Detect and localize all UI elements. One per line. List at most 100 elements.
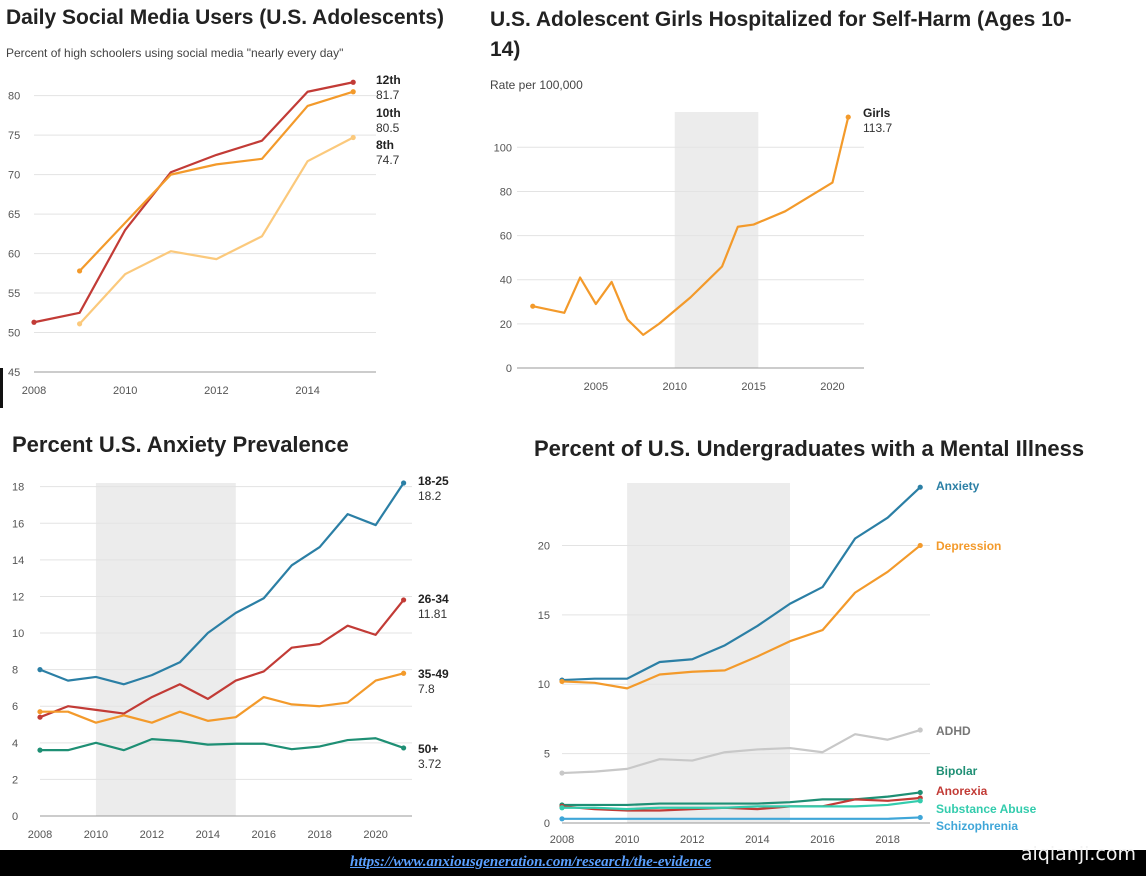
y-tick-label: 10 [538,679,550,691]
footer-bar: https://www.anxiousgeneration.com/resear… [0,850,1146,876]
y-tick-label: 45 [8,367,20,379]
x-tick-label: 2014 [295,385,319,397]
x-tick-label: 2018 [875,834,899,846]
shaded-period [674,112,759,368]
series-end-value: 74.7 [376,153,400,167]
x-tick-label: 2014 [196,829,220,841]
data-point-start [559,805,565,811]
y-tick-label: 60 [500,231,512,243]
series-end-value: 18.2 [418,489,442,503]
x-tick-label: 2012 [680,834,704,846]
series-label: 12th [376,73,401,87]
y-tick-label: 16 [12,518,24,530]
x-tick-label: 2008 [22,385,46,397]
y-tick-label: 0 [12,811,18,823]
source-link[interactable]: https://www.anxiousgeneration.com/resear… [350,854,712,870]
series-line-12th [33,81,354,324]
data-point-end [917,484,923,490]
x-tick-label: 2018 [307,829,331,841]
data-point-end [917,798,923,804]
data-point-end [917,727,923,733]
y-tick-label: 55 [8,288,20,300]
series-line-substance-abuse [562,799,921,811]
x-tick-label: 2012 [204,385,228,397]
panel-undergrad-mental-illness: Percent of U.S. Undergraduates with a Me… [520,420,1146,850]
data-point-end [917,542,923,549]
chart-title: Percent of U.S. Undergraduates with a Me… [534,436,1085,461]
data-point-start [77,321,83,327]
series-label: 18-25 [418,474,449,488]
x-tick-label: 2012 [140,829,164,841]
x-tick-label: 2016 [252,829,276,841]
series-label: 10th [376,106,401,120]
x-tick-label: 2008 [550,834,574,846]
data-point-end [401,745,407,751]
y-tick-label: 4 [12,738,18,750]
x-tick-label: 2008 [28,829,52,841]
y-tick-label: 0 [544,818,550,830]
x-tick-label: 2016 [810,834,834,846]
data-point-end [401,597,407,603]
series-label: Anxiety [936,479,980,493]
x-tick-label: 2010 [84,829,108,841]
data-point-end [917,814,923,821]
data-point-end [401,480,407,486]
chart-title-line-2: 14) [490,38,521,61]
shaded-period [95,483,236,816]
series-label: 35-49 [418,667,449,681]
divider-mark [0,368,3,408]
series-label: Schizophrenia [936,819,1018,833]
y-tick-label: 80 [8,91,20,103]
series-line-girls [532,116,850,336]
data-point-start [31,319,37,325]
series-line-10th [78,90,354,272]
series-line-50- [40,737,404,752]
data-point-start [77,268,83,274]
data-point-end [350,89,356,95]
series-end-value: 113.7 [863,121,892,135]
data-point-end [350,134,356,141]
series-end-value: 81.7 [376,88,400,102]
series-line-depression [561,544,921,690]
y-tick-label: 40 [500,275,512,287]
series-line-anxiety [561,486,921,682]
x-tick-label: 2010 [615,834,639,846]
series-line-schizophrenia [562,816,921,820]
y-tick-label: 60 [8,249,20,261]
y-tick-label: 5 [544,749,550,761]
data-point-end [350,79,356,85]
x-tick-label: 2010 [113,385,137,397]
y-tick-label: 0 [506,363,512,375]
y-tick-label: 6 [12,701,18,713]
panel-anxiety-prevalence: Percent U.S. Anxiety Prevalence [0,420,520,850]
y-tick-label: 18 [12,482,24,494]
data-point-start [559,770,565,776]
chart-title-line-1: U.S. Adolescent Girls Hospitalized for S… [490,8,1072,31]
series-label: 26-34 [418,592,449,606]
y-tick-label: 12 [12,591,24,603]
data-point-start [530,303,536,309]
y-tick-label: 20 [538,540,550,552]
y-tick-label: 50 [8,328,20,340]
data-point-start [37,709,43,715]
data-point-start [37,714,43,720]
data-point-end [917,789,923,796]
series-line-anorexia [561,796,921,812]
y-tick-label: 70 [8,170,20,182]
chart-title: Daily Social Media Users (U.S. Adolescen… [6,6,445,29]
series-line-adhd [561,728,921,775]
panel-social-media: Daily Social Media Users (U.S. Adolescen… [0,0,480,410]
series-label: Substance Abuse [936,802,1037,816]
chart-title: Percent U.S. Anxiety Prevalence [12,432,349,457]
series-line-8th [78,136,354,325]
chart-c3: 0 2 4 6 8 10 12 14 16 18 2008 2010 2012 2014 2016 2018 2… [12,474,449,841]
series-label: 50+ [418,742,438,756]
x-tick-label: 2020 [363,829,387,841]
y-tick-label: 80 [500,186,512,198]
y-tick-label: 2 [12,774,18,786]
y-tick-label: 15 [538,610,550,622]
chart-subtitle: Percent of high schoolers using social m… [6,46,344,60]
data-point-start [559,678,565,685]
data-point-start [37,667,43,673]
